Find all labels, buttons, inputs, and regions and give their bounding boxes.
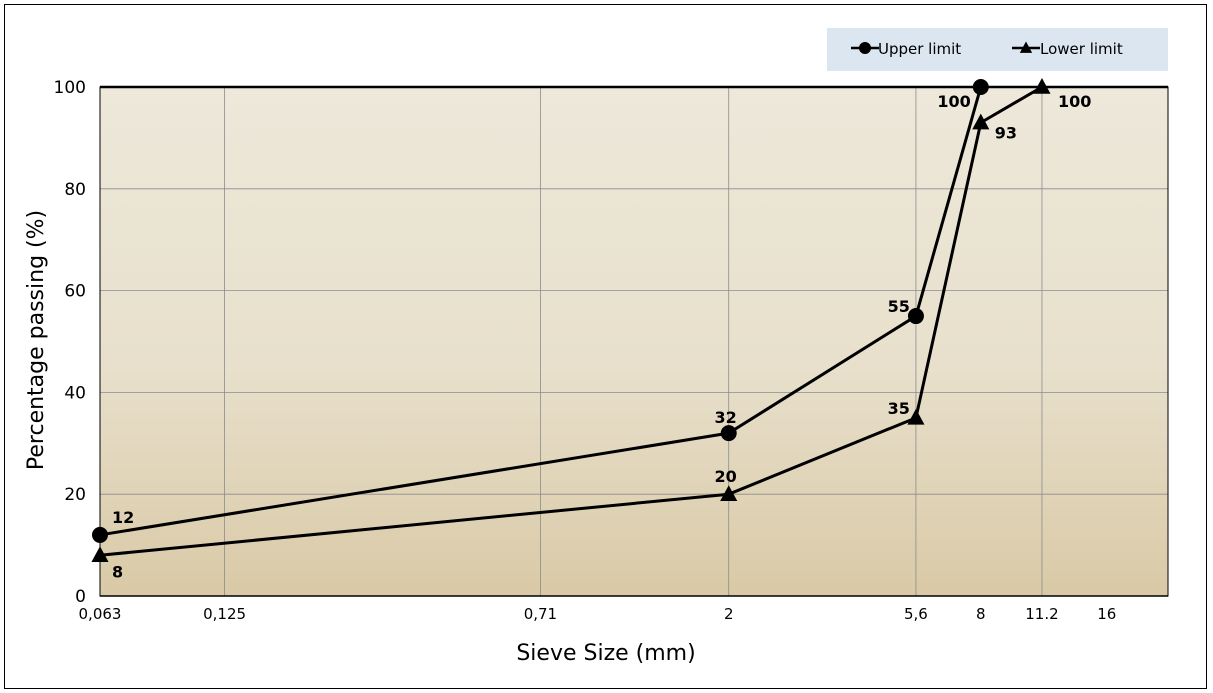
upper-limit-point	[907, 308, 924, 325]
y-tick-labels: 0 20 40 60 80 100	[54, 78, 86, 607]
x-tick-label: 16	[1097, 605, 1116, 623]
lower-limit-point	[91, 546, 109, 563]
legend-item: Lower limit	[1012, 40, 1123, 58]
lower-limit-point	[1033, 78, 1051, 94]
y-tick-label: 100	[54, 78, 86, 98]
data-label: 12	[112, 508, 134, 527]
x-tick-label: 2	[724, 605, 734, 623]
data-label: 100	[1058, 92, 1091, 111]
legend-label: Lower limit	[1040, 40, 1123, 58]
y-tick-label: 40	[64, 383, 86, 403]
legend-label: Upper limit	[878, 40, 961, 58]
legend-box	[827, 28, 1168, 71]
series-layer	[91, 78, 1051, 563]
data-label: 32	[714, 408, 736, 427]
data-labels: 12 32 55 100 8 20 35 93 100	[112, 92, 1091, 581]
x-tick-label: 0,71	[524, 605, 557, 623]
y-tick-label: 20	[64, 485, 86, 505]
y-gridlines	[100, 188, 1168, 495]
legend-circle-marker	[859, 42, 871, 54]
upper-limit-point	[92, 526, 108, 543]
data-label: 55	[888, 297, 910, 316]
x-tick-label: 11.2	[1025, 605, 1058, 623]
x-axis-title: Sieve Size (mm)	[516, 641, 695, 666]
legend: Upper limit Lower limit	[827, 28, 1168, 71]
lower-limit-point	[907, 408, 925, 425]
x-tick-label: 0,125	[203, 605, 246, 623]
upper-limit-point	[972, 79, 989, 95]
data-label: 100	[937, 92, 970, 111]
x-tick-label: 5,6	[904, 605, 928, 623]
y-tick-label: 60	[64, 282, 86, 302]
lower-limit-point	[972, 113, 990, 130]
data-label: 93	[995, 124, 1017, 143]
data-label: 20	[714, 467, 736, 486]
x-tick-label: 0,063	[79, 605, 122, 623]
data-label: 35	[888, 399, 910, 418]
x-tick-label: 8	[976, 605, 986, 623]
y-tick-label: 80	[64, 180, 86, 200]
legend-triangle-marker	[1019, 41, 1033, 53]
y-tick-label: 0	[75, 587, 86, 607]
x-tick-labels: 0,063 0,125 0,71 2 5,6 8 11.2 16	[79, 605, 1117, 623]
lower-limit-point	[720, 485, 738, 501]
y-axis-title: Percentage passing (%)	[24, 210, 49, 470]
plot-area	[100, 87, 1168, 596]
legend-item: Upper limit	[851, 40, 961, 58]
upper-limit-point	[720, 425, 737, 442]
data-label: 8	[112, 562, 123, 581]
upper-limit-line	[99, 86, 983, 537]
